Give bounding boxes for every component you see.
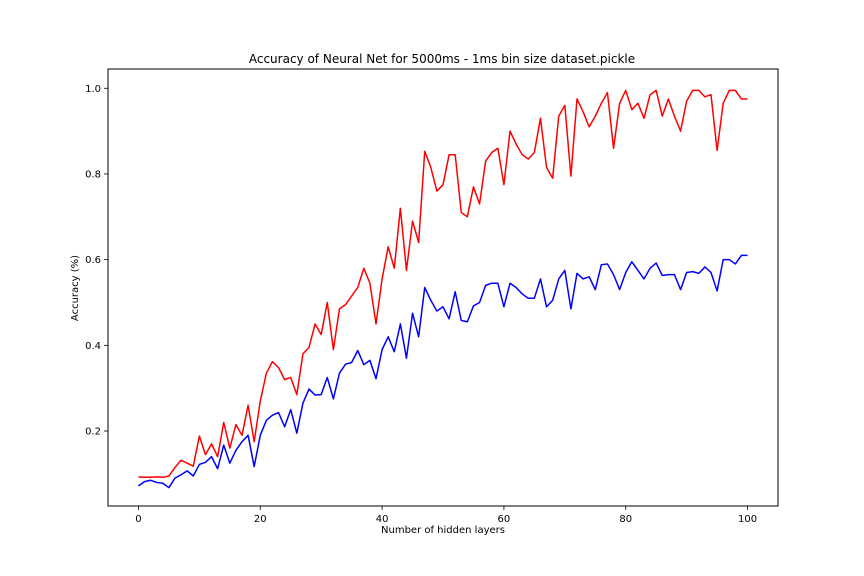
y-tick-label: 0.4 xyxy=(85,341,101,352)
x-axis-label: Number of hidden layers xyxy=(381,525,505,536)
ticks-layer: 0 20 40 60 80 100 0.2 0.4 0.6 0.8 1.0 xyxy=(85,84,757,525)
x-tick-label: 100 xyxy=(738,514,757,525)
y-tick-label: 1.0 xyxy=(85,84,101,95)
x-tick-label: 80 xyxy=(619,514,632,525)
x-tick-label: 0 xyxy=(135,514,141,525)
chart-title: Accuracy of Neural Net for 5000ms - 1ms … xyxy=(249,52,635,66)
x-tick-label: 40 xyxy=(376,514,389,525)
x-tick-label: 60 xyxy=(498,514,511,525)
series-layer xyxy=(138,89,748,489)
series-line-1 xyxy=(138,89,748,479)
y-axis-label: Accuracy (%) xyxy=(70,255,81,321)
y-tick-label: 0.6 xyxy=(85,255,101,266)
series-line-2 xyxy=(138,254,748,489)
x-tick-label: 20 xyxy=(254,514,267,525)
plot-frame xyxy=(107,68,779,507)
y-tick-label: 0.8 xyxy=(85,169,101,180)
y-tick-label: 0.2 xyxy=(85,427,101,438)
